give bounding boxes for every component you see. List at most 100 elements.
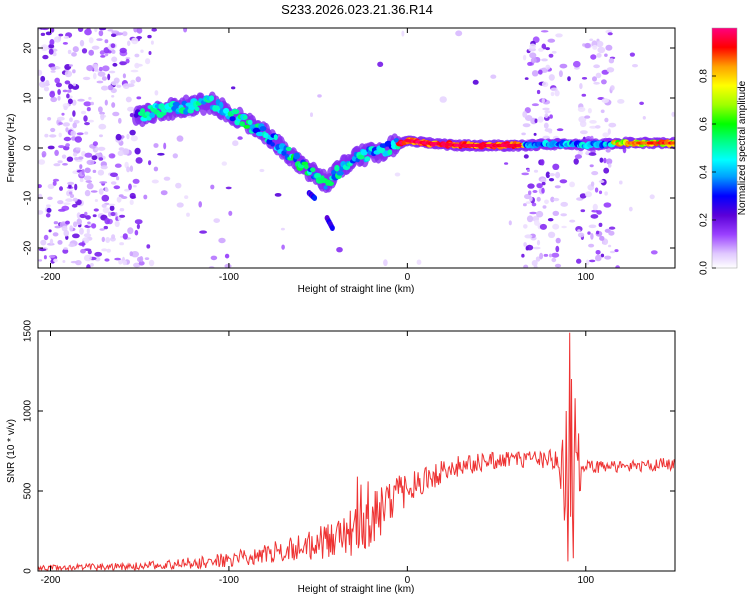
y-tick-label: -20 <box>23 240 34 255</box>
spectrogram-noise-blob <box>136 96 142 100</box>
spectrogram-noise-blob <box>536 89 541 95</box>
spectrogram-noise-blob <box>599 235 605 241</box>
spectrogram-noise-blob <box>100 165 108 170</box>
spectrogram-noise-blob <box>84 167 91 174</box>
spectrogram-noise-blob <box>526 244 534 251</box>
spectrogram-noise-blob <box>104 258 110 262</box>
spectrogram-noise-blob <box>40 239 47 246</box>
spectrogram-noise-blob <box>93 208 99 212</box>
spectrogram-noise-blob <box>122 148 130 156</box>
spectrogram-noise-blob <box>573 60 581 68</box>
spectrogram-noise-blob <box>533 132 537 136</box>
spectrogram-noise-blob <box>608 230 615 236</box>
spectrogram-noise-blob <box>536 196 541 202</box>
spectrogram-noise-blob <box>57 89 61 95</box>
spectrogram-noise-blob <box>76 218 83 225</box>
spectrogram-noise-blob <box>607 32 613 36</box>
spectrogram-noise-blob <box>439 96 447 103</box>
spectrogram-noise-blob <box>522 54 527 61</box>
spectrogram-noise-blob <box>540 159 545 166</box>
spectrogram-noise-blob <box>88 49 94 56</box>
spectrogram-noise-blob <box>102 207 110 214</box>
spectrogram-noise-blob <box>61 154 67 159</box>
spectrogram-noise-blob <box>66 156 74 162</box>
spectrogram-noise-blob <box>523 242 527 247</box>
spectrogram-noise-blob <box>542 107 550 111</box>
spectrogram-noise-blob <box>600 253 605 258</box>
spectrogram-y-axis-label: Frequency (Hz) <box>6 114 17 183</box>
spectrogram-noise-blob <box>576 258 582 264</box>
spectrogram-noise-blob <box>65 220 70 225</box>
spectrogram-noise-blob <box>198 201 202 208</box>
spectrogram-noise-blob <box>107 84 114 91</box>
spectrogram-noise-blob <box>97 169 105 176</box>
spectrogram-noise-blob <box>106 248 111 253</box>
spectrogram-scatter <box>38 28 675 268</box>
spectrogram-noise-blob <box>527 183 535 189</box>
spectrogram-noise-blob <box>38 184 42 189</box>
spectrogram-noise-blob <box>110 43 116 48</box>
spectrogram-noise-blob <box>551 50 557 54</box>
spectrogram-noise-blob <box>57 240 63 245</box>
spectrogram-noise-blob <box>545 47 550 51</box>
spectrogram-noise-blob <box>119 208 125 212</box>
spectrogram-noise-blob <box>584 115 591 119</box>
spectrogram-noise-blob <box>522 111 528 118</box>
spectrogram-noise-blob <box>617 99 625 104</box>
spectrogram-noise-blob <box>101 248 108 252</box>
ridge-branch-blob <box>312 195 318 201</box>
spectrogram-noise-blob <box>47 117 52 121</box>
spectrogram-noise-blob <box>98 66 103 72</box>
ridge-blob <box>144 111 151 117</box>
spectrogram-noise-blob <box>558 70 563 78</box>
spectrogram-noise-blob <box>151 179 159 184</box>
spectrogram-noise-blob <box>472 79 479 85</box>
spectrogram-noise-blob <box>111 95 115 98</box>
spectrogram-noise-blob <box>541 181 546 186</box>
spectrogram-noise-blob <box>548 53 554 58</box>
spectrogram-noise-blob <box>110 181 117 185</box>
spectrogram-noise-blob <box>176 202 184 208</box>
spectrogram-noise-blob <box>65 127 69 133</box>
spectrogram-noise-blob <box>524 234 533 239</box>
spectrogram-noise-blob <box>74 136 83 143</box>
spectrogram-noise-blob <box>58 132 62 138</box>
spectrogram-noise-blob <box>127 106 135 112</box>
spectrogram-noise-blob <box>536 210 544 218</box>
spectrogram-noise-blob <box>102 65 110 72</box>
spectrogram-noise-blob <box>143 194 148 200</box>
spectrogram-noise-blob <box>134 62 140 69</box>
spectrogram-noise-blob <box>38 81 47 88</box>
y-tick-label: -10 <box>23 190 34 205</box>
spectrogram-noise-blob <box>569 181 575 188</box>
spectrogram-noise-blob <box>545 64 551 70</box>
spectrogram-noise-blob <box>547 218 554 222</box>
spectrogram-noise-blob <box>597 46 606 54</box>
spectrogram-noise-blob <box>58 122 63 125</box>
spectrogram-noise-blob <box>605 148 611 153</box>
spectrogram-noise-blob <box>596 210 602 215</box>
spectrogram-noise-blob <box>98 30 104 37</box>
spectrogram-noise-blob <box>48 229 52 233</box>
colorbar-tick-label: 0.0 <box>699 261 710 275</box>
spectrogram-noise-blob <box>82 76 91 81</box>
spectrogram-noise-blob <box>259 168 265 173</box>
spectrogram-noise-blob <box>531 202 537 207</box>
y-tick-label: 1000 <box>23 399 34 422</box>
spectrogram-noise-blob <box>64 80 71 85</box>
spectrogram-noise-blob <box>90 101 94 106</box>
spectrogram-noise-blob <box>75 147 81 151</box>
spectrogram-noise-blob <box>589 38 594 42</box>
spectrogram-noise-blob <box>595 72 602 79</box>
spectrogram-noise-blob <box>66 93 70 99</box>
spectrogram-noise-blob <box>63 105 68 111</box>
spectrogram-noise-blob <box>394 172 401 177</box>
spectrogram-noise-blob <box>86 264 91 268</box>
spectrogram-noise-blob <box>163 176 171 181</box>
spectrogram-noise-blob <box>595 250 601 255</box>
spectrogram-noise-blob <box>91 45 100 50</box>
spectrogram-noise-blob <box>129 129 136 136</box>
spectrogram-noise-blob <box>603 202 612 208</box>
spectrogram-noise-blob <box>119 47 127 54</box>
spectrogram-noise-blob <box>108 211 112 217</box>
